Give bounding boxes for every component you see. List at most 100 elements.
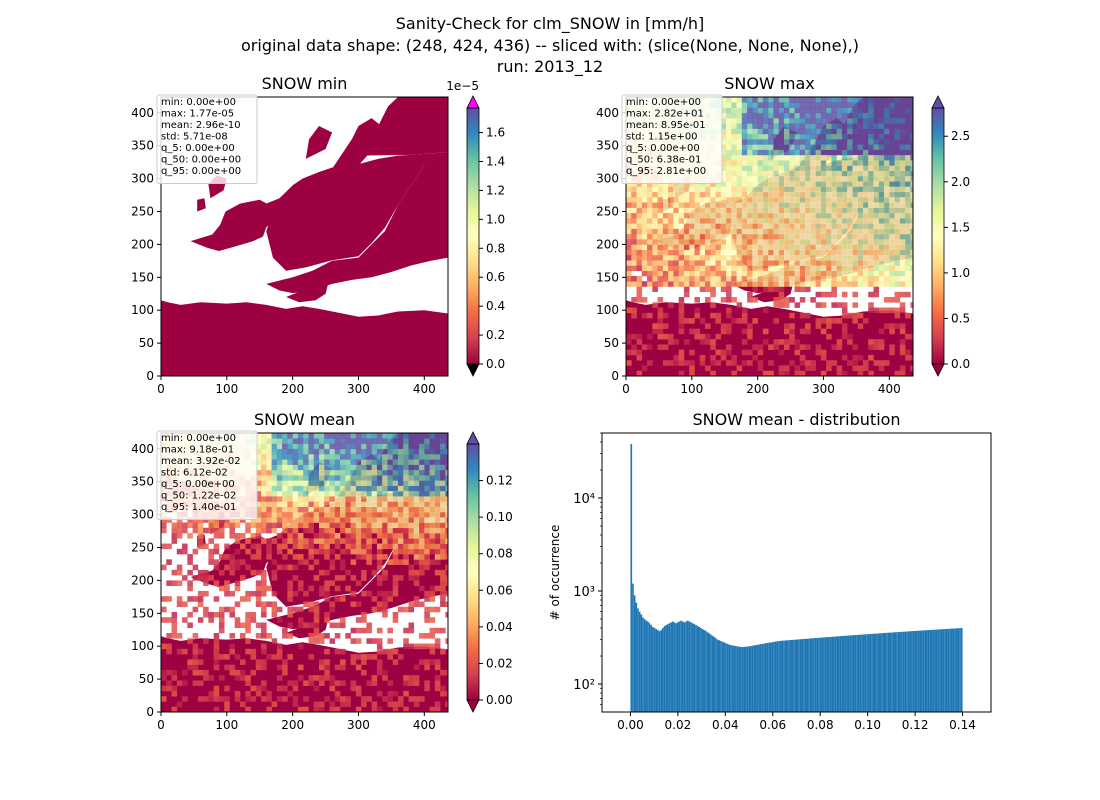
heat-cell: [636, 244, 643, 250]
heat-cell: [857, 270, 864, 277]
heat-cell: [752, 186, 758, 193]
heat-cell: [445, 506, 448, 513]
heat-cell: [429, 538, 436, 544]
heat-cell: [678, 181, 685, 187]
heat-cell: [820, 133, 827, 140]
heat-cell: [652, 186, 658, 193]
heat-cell: [403, 464, 409, 471]
heat-cell: [862, 360, 869, 366]
heat-cell: [741, 154, 748, 161]
heat-cell: [376, 480, 383, 486]
heat-cell: [810, 165, 816, 171]
heat-cell: [789, 249, 795, 256]
heat-cell: [736, 165, 743, 171]
heat-cell: [245, 690, 251, 697]
heat-cell: [292, 448, 299, 455]
heat-cell: [429, 606, 436, 613]
heat-cell: [852, 281, 859, 287]
heat-cell: [245, 548, 251, 555]
heat-cell: [778, 365, 785, 372]
heat-cell: [287, 690, 293, 697]
heat-cell: [778, 254, 785, 261]
heat-cell: [334, 554, 341, 560]
heat-cell: [831, 107, 837, 114]
heat-cell: [255, 585, 262, 592]
heat-cell: [662, 218, 669, 224]
heat-cell: [799, 118, 806, 124]
heat-cell: [905, 207, 911, 214]
heat-cell: [836, 175, 843, 182]
heat-cell: [345, 696, 351, 702]
heat-cell: [805, 233, 811, 240]
heat-cell: [789, 207, 795, 214]
heat-cell: [182, 669, 188, 676]
heat-cell: [699, 244, 706, 250]
heat-cell: [239, 517, 246, 523]
heat-cell: [276, 469, 283, 476]
heat-cell: [261, 490, 267, 497]
heat-cell: [910, 97, 913, 103]
heat-cell: [878, 133, 885, 140]
hist-x-tick-label: 0.02: [665, 718, 692, 732]
heat-cell: [657, 249, 664, 256]
heat-cell: [366, 590, 372, 597]
heat-cell: [836, 223, 843, 229]
heat-cell: [757, 233, 764, 240]
heat-cell: [266, 501, 272, 507]
heat-cell: [889, 160, 895, 166]
heat-cell: [899, 244, 906, 250]
heat-cell: [841, 323, 848, 329]
heat-cell: [161, 675, 167, 681]
heat-cell: [847, 112, 853, 119]
heat-cell: [303, 696, 309, 702]
heat-cell: [710, 223, 716, 229]
heat-cell: [673, 223, 679, 229]
heat-cell: [768, 233, 774, 240]
heat-cell: [187, 664, 193, 671]
heat-cell: [710, 239, 716, 245]
histogram-bar: [914, 630, 917, 712]
heat-cell: [889, 281, 895, 287]
histogram-bar: [743, 646, 746, 712]
heat-cell: [382, 464, 388, 471]
heat-cell: [889, 307, 895, 314]
heat-cell: [292, 543, 299, 550]
heat-cell: [282, 443, 288, 450]
heat-cell: [318, 485, 325, 492]
colorbar-tick-label: 1.4: [486, 155, 505, 169]
heat-cell: [794, 144, 801, 150]
heat-cell: [789, 254, 795, 261]
heat-cell: [245, 696, 251, 702]
heat-cell: [847, 133, 853, 140]
heat-cell: [387, 543, 394, 550]
land-layer: [161, 433, 448, 712]
heat-cell: [899, 328, 906, 335]
heat-cell: [392, 485, 399, 492]
heat-cell: [382, 590, 388, 597]
heat-cell: [757, 218, 764, 224]
heat-cell: [424, 517, 430, 523]
heat-cell: [636, 249, 643, 256]
heat-cell: [229, 554, 236, 560]
heat-cell: [229, 559, 236, 565]
heat-cell: [731, 370, 737, 376]
heat-cell: [234, 654, 241, 660]
heat-cell: [878, 149, 885, 156]
heat-cell: [815, 118, 822, 124]
heat-cell: [641, 202, 648, 208]
histogram-bar: [947, 628, 950, 712]
heat-cell: [250, 685, 257, 692]
heat-cell: [187, 517, 193, 523]
heat-cell: [282, 506, 288, 513]
heat-cell: [355, 538, 362, 544]
heat-cell: [762, 249, 769, 256]
heat-cell: [778, 133, 785, 140]
heat-cell: [831, 207, 837, 214]
heat-cell: [726, 249, 732, 256]
heat-cell: [862, 133, 869, 140]
heat-cell: [762, 202, 769, 208]
heat-cell: [371, 459, 378, 465]
heat-cell: [810, 265, 816, 272]
heat-cell: [340, 459, 346, 465]
heat-cell: [282, 469, 288, 476]
